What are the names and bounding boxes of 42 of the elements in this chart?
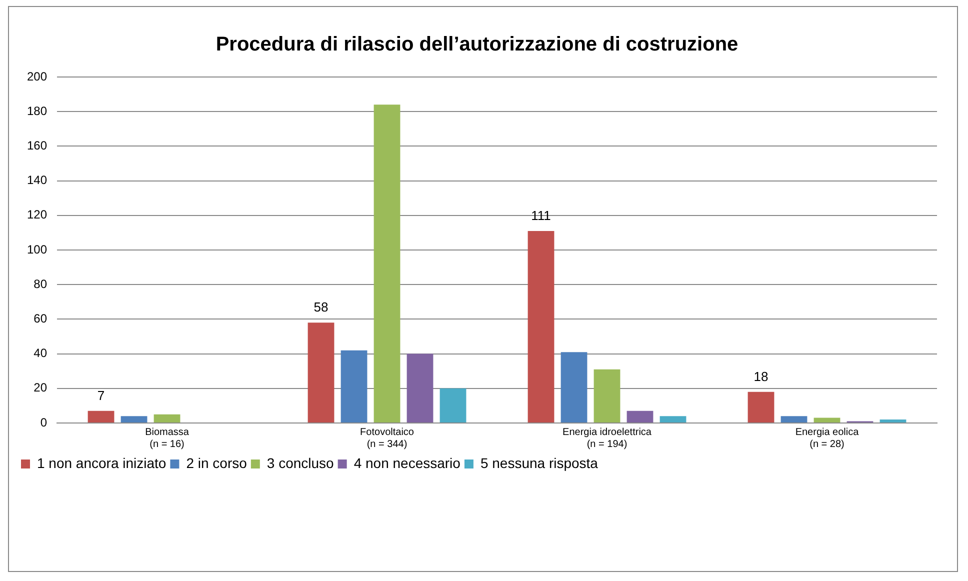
bar (340, 350, 368, 422)
data-label: 7 (97, 388, 105, 403)
data-label: 58 (314, 300, 328, 315)
y-tick-label: 40 (34, 346, 48, 360)
bar (308, 322, 334, 422)
bar (660, 416, 686, 422)
bar (814, 418, 840, 422)
y-tick-label: 160 (26, 138, 48, 153)
bar (88, 410, 114, 422)
y-tick-label: 120 (26, 208, 48, 222)
x-tick-label: Fotovoltaico (n = 344) (360, 426, 414, 450)
legend-label: 1 non ancora iniziato (37, 454, 166, 471)
x-tick-label: Biomassa (n = 16) (145, 426, 190, 450)
bar (560, 352, 588, 422)
chart-title: Procedura di rilascio dell’autorizzazione di costruzione (216, 34, 738, 56)
legend-label: 4 non necessario (354, 454, 461, 471)
x-tick-label: Energia idroelettrica (n = 194) (562, 426, 652, 450)
bar (528, 230, 554, 422)
bar (374, 104, 400, 422)
legend-label: 5 nessuna risposta (480, 454, 598, 471)
bar (154, 414, 180, 422)
bar (780, 416, 808, 422)
bar (120, 416, 148, 422)
data-label: 111 (531, 208, 551, 224)
y-tick-label: 100 (26, 242, 48, 256)
legend-label: 3 concluso (266, 454, 334, 471)
y-tick-label: 80 (34, 276, 48, 291)
bar (594, 369, 620, 422)
y-tick-label: 180 (26, 104, 48, 118)
data-label: 18 (754, 368, 768, 384)
bar (880, 420, 906, 422)
y-tick-label: 200 (26, 69, 48, 84)
x-tick-label: Energia eolica (n = 28) (795, 426, 860, 450)
y-tick-label: 0 (40, 415, 48, 430)
y-tick-label: 60 (34, 312, 48, 326)
legend-label: 2 in corso (186, 454, 248, 471)
bar (626, 410, 654, 422)
y-tick-label: 20 (34, 380, 48, 395)
bar (406, 354, 434, 422)
y-tick-label: 140 (26, 173, 48, 188)
bar (748, 392, 774, 422)
bar (440, 388, 466, 422)
